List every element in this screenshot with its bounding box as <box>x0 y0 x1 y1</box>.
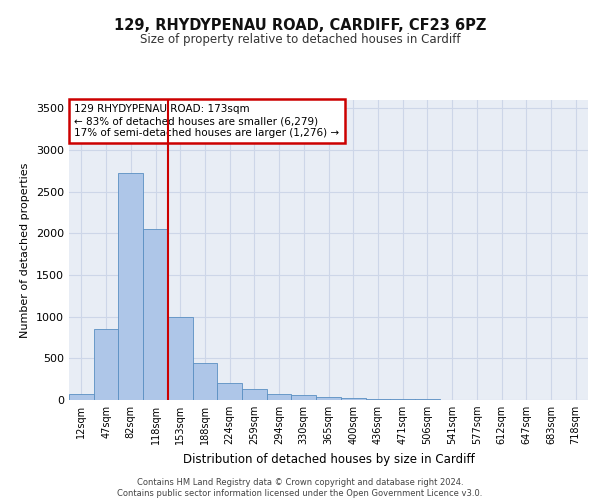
Bar <box>365 399 390 400</box>
Bar <box>69 394 94 400</box>
Text: Size of property relative to detached houses in Cardiff: Size of property relative to detached ho… <box>140 33 460 46</box>
Bar <box>118 174 143 400</box>
Bar <box>242 389 267 400</box>
Bar <box>316 396 341 400</box>
Bar <box>193 362 217 400</box>
Bar <box>341 398 365 400</box>
Bar <box>168 316 193 400</box>
Bar <box>143 229 168 400</box>
Bar <box>217 384 242 400</box>
Y-axis label: Number of detached properties: Number of detached properties <box>20 162 31 338</box>
Bar <box>94 329 118 400</box>
Text: 129, RHYDYPENAU ROAD, CARDIFF, CF23 6PZ: 129, RHYDYPENAU ROAD, CARDIFF, CF23 6PZ <box>114 18 486 32</box>
Bar <box>390 399 415 400</box>
Text: 129 RHYDYPENAU ROAD: 173sqm
← 83% of detached houses are smaller (6,279)
17% of : 129 RHYDYPENAU ROAD: 173sqm ← 83% of det… <box>74 104 340 138</box>
Text: Contains HM Land Registry data © Crown copyright and database right 2024.
Contai: Contains HM Land Registry data © Crown c… <box>118 478 482 498</box>
Bar <box>292 396 316 400</box>
Bar <box>267 394 292 400</box>
X-axis label: Distribution of detached houses by size in Cardiff: Distribution of detached houses by size … <box>182 452 475 466</box>
